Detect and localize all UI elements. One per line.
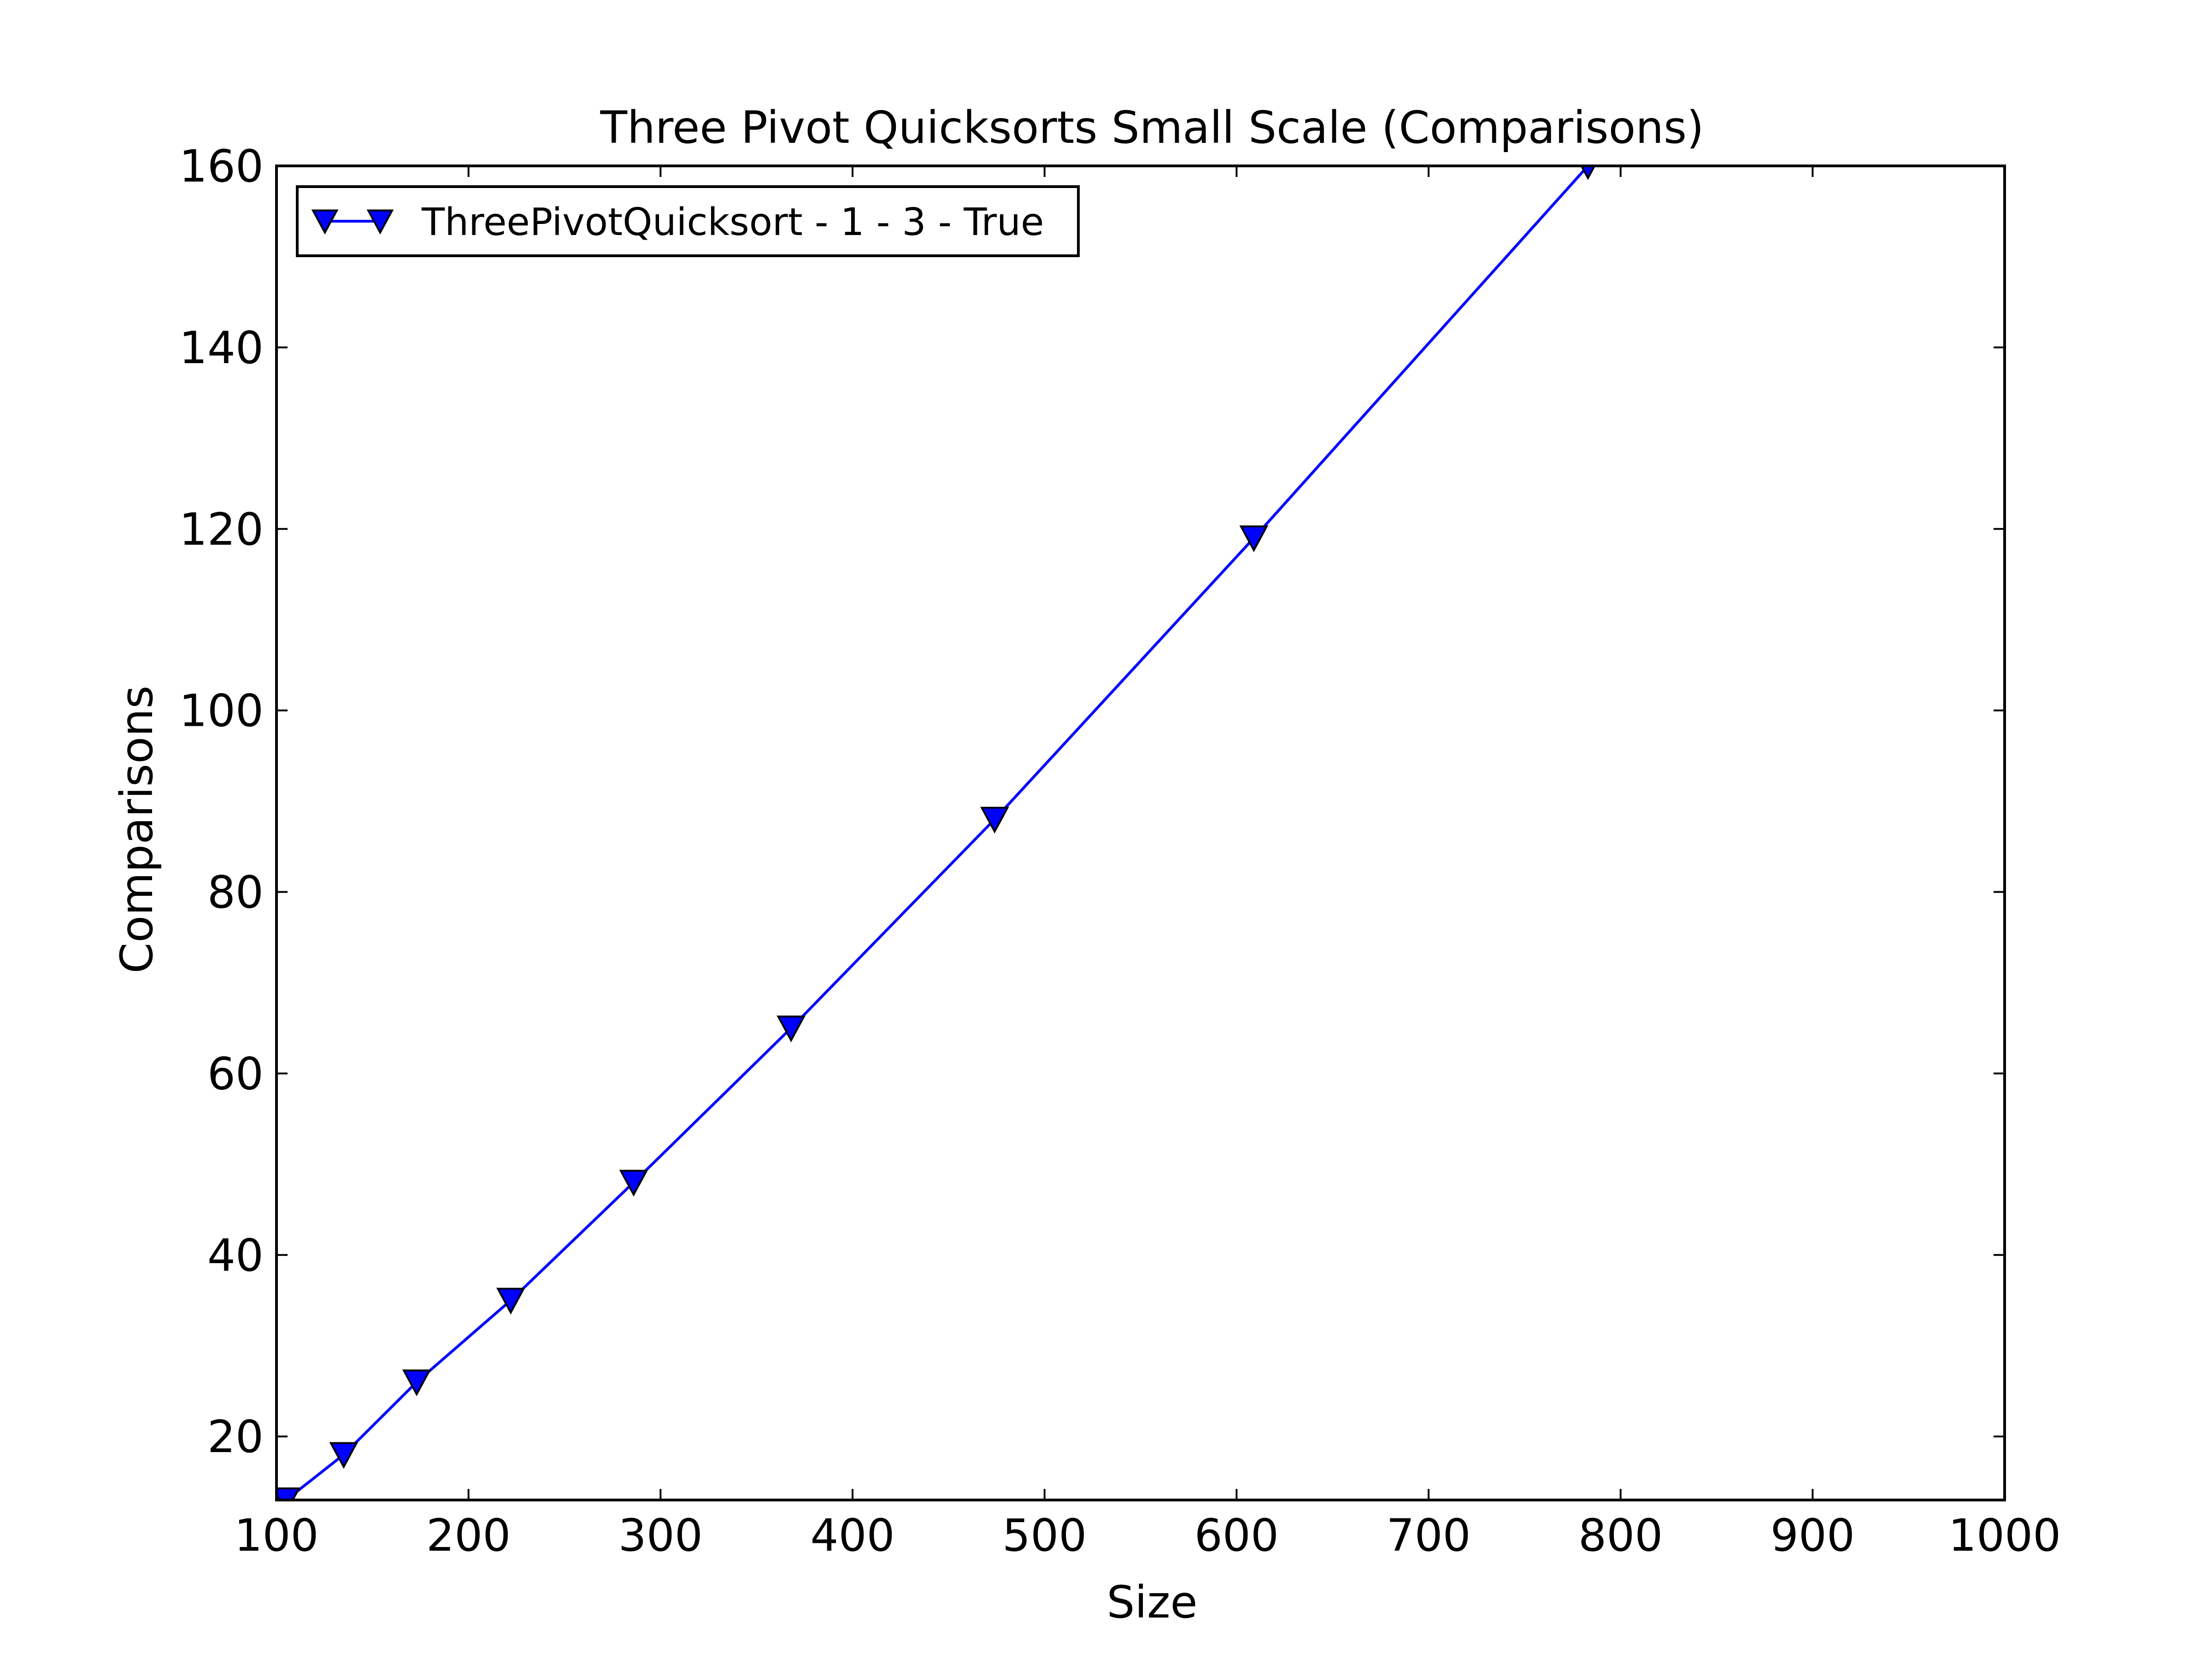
y-tick-label: 80 [207,867,264,918]
x-tick-label: 800 [1578,1510,1663,1561]
x-tick-label: 200 [426,1510,511,1561]
chart-title: Three Pivot Quicksorts Small Scale (Comp… [600,102,1704,153]
data-point [1239,525,1269,553]
legend-marker [311,209,339,235]
y-axis-label: Comparisons [111,686,163,974]
y-axis: 20 40 60 80 100 120 140 160 [179,141,2005,1463]
legend: ThreePivotQuicksort - 1 - 3 - True [296,185,1080,257]
x-tick-label: 900 [1771,1510,1855,1561]
data-point [619,1170,648,1197]
y-tick-label: 140 [179,322,264,374]
x-tick-label: 300 [618,1510,703,1561]
x-tick-label: 700 [1386,1510,1471,1561]
data-point [777,1015,806,1042]
data-point [980,806,1009,834]
x-axis-label: Size [1106,1577,1197,1628]
y-tick-label: 40 [207,1230,264,1281]
x-tick-label: 1000 [1948,1510,2061,1561]
y-tick-label: 120 [179,504,264,555]
x-tick-label: 100 [234,1510,318,1561]
series-layer [276,166,1596,1500]
y-tick-label: 20 [207,1411,264,1463]
series-0 [276,166,1596,1500]
legend-entry-label: ThreePivotQuicksort - 1 - 3 - True [421,200,1044,244]
x-tick-label: 400 [810,1510,894,1561]
data-point [329,1442,359,1469]
x-axis: 100 200 300 400 500 600 700 800 900 1000 [234,166,2061,1561]
data-point [276,1487,301,1500]
y-tick-label: 100 [179,685,264,737]
data-point [402,1369,431,1396]
x-tick-label: 500 [1002,1510,1087,1561]
plot-frame [275,165,2006,1501]
legend-marker [366,209,394,235]
y-tick-label: 60 [207,1048,264,1100]
data-point [496,1288,525,1315]
x-tick-label: 600 [1194,1510,1279,1561]
y-tick-label: 160 [179,141,264,192]
legend-box [296,185,1080,257]
